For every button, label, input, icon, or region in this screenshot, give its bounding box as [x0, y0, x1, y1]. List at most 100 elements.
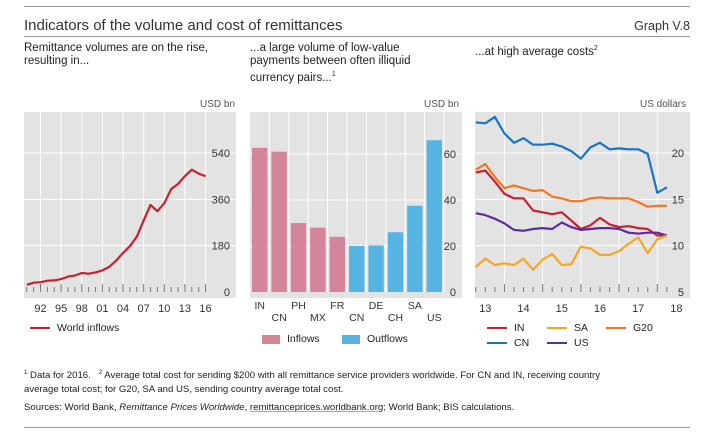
x-tick-label: 95 [55, 303, 67, 315]
figure-title: Indicators of the volume and cost of rem… [24, 17, 343, 34]
footnote-mark: 2 [98, 370, 103, 376]
x-tick-label: PH [291, 300, 306, 312]
x-tick-label: IN [254, 300, 265, 312]
panel1-subtitle: Remittance volumes are on the rise, resu… [24, 42, 208, 68]
x-tick-label: FR [330, 300, 344, 312]
legend-label: Outflows [367, 333, 408, 345]
footnote-ref: 2 [593, 45, 598, 52]
panel3-subtitle: ...at high average costs2 [475, 42, 598, 59]
legend-swatch [487, 326, 507, 330]
y-tick-label: 15 [672, 194, 684, 206]
sources-separator: , [244, 402, 250, 413]
panel3-subtitle-line: ...at high average costs [475, 45, 594, 58]
sources-prefix: Sources: World Bank, [24, 402, 120, 413]
panel2-unit: USD bn [424, 99, 460, 110]
legend-label: Inflows [287, 333, 320, 345]
x-tick-label: US [427, 312, 442, 324]
plot-background [24, 112, 236, 298]
y-tick-label: 180 [212, 241, 230, 253]
x-tick-label: 10 [158, 303, 170, 315]
legend-swatch [547, 326, 567, 330]
bar-inflows-mx [310, 227, 326, 292]
y-tick-label: 40 [444, 195, 456, 207]
x-tick-label: 16 [199, 303, 211, 315]
graph-number: Graph V.8 [634, 19, 690, 33]
bar-outflows-sa [407, 205, 423, 292]
legend-item-outflows: Outflows [342, 333, 408, 345]
legend-swatch [30, 326, 50, 330]
bar-outflows-cn [349, 246, 365, 292]
y-tick-label: 5 [678, 287, 684, 299]
legend-item-in: IN [487, 322, 525, 334]
legend-swatch [262, 334, 280, 344]
x-tick-label: 13 [479, 303, 491, 315]
footnotes: 1 Data for 2016. 2 Average total cost fo… [24, 366, 600, 397]
bar-inflows-cn [271, 151, 287, 292]
sources: Sources: World Bank, Remittance Prices W… [24, 401, 514, 415]
y-tick-label: 10 [672, 241, 684, 253]
y-tick-label: 0 [450, 287, 456, 299]
title-rule [24, 36, 690, 37]
x-tick-label: 01 [96, 303, 108, 315]
bar-inflows-fr [329, 236, 345, 292]
panel2-subtitle-line: ...a large volume of low-value [250, 42, 400, 54]
y-tick-label: 20 [672, 148, 684, 160]
legend-label: CN [514, 337, 530, 349]
x-tick-label: CN [272, 312, 287, 324]
legend-item-world-inflows: World inflows [30, 322, 119, 334]
x-tick-label: MX [310, 312, 326, 324]
x-tick-label: 18 [670, 303, 682, 315]
footnote-ref: 1 [331, 71, 336, 78]
bottom-rule [24, 427, 690, 428]
legend-item-inflows: Inflows [262, 333, 320, 345]
legend-item-us: US [547, 337, 589, 349]
legend-swatch [547, 341, 567, 345]
panel1-subtitle-line: resulting in... [24, 55, 90, 67]
footnote-1: Data for 2016. [27, 370, 91, 382]
sources-suffix: ; World Bank; BIS calculations. [383, 402, 515, 413]
top-rule [24, 6, 690, 7]
footnote-2-continued: average total cost; for G20, SA and US, … [24, 384, 344, 396]
series-line-world-inflows [26, 168, 206, 286]
x-tick-label: SA [408, 300, 422, 312]
legend-item-g20: G20 [606, 322, 653, 334]
panel3-unit: US dollars [640, 99, 687, 110]
y-tick-label: 540 [212, 148, 230, 160]
legend-label: G20 [633, 322, 653, 334]
x-tick-label: 14 [517, 303, 529, 315]
x-tick-label: 13 [179, 303, 191, 315]
legend-label: IN [514, 322, 525, 334]
legend-swatch [342, 334, 360, 344]
x-tick-label: 04 [117, 303, 129, 315]
legend-label: US [574, 337, 589, 349]
panel1-subtitle-line: Remittance volumes are on the rise, [24, 42, 209, 54]
bar-inflows-ph [290, 223, 307, 292]
series-line-cn [475, 115, 668, 194]
legend-item-sa: SA [547, 322, 588, 334]
series-line-g20 [475, 163, 667, 208]
y-tick-label: 360 [212, 194, 230, 206]
footnote-2: Average total cost for sending $200 with… [102, 370, 601, 382]
x-tick-label: 07 [138, 303, 150, 315]
bar-outflows-ch [387, 232, 404, 292]
sources-publication: Remittance Prices Worldwide [119, 402, 245, 413]
x-tick-label: 98 [76, 303, 88, 315]
x-tick-label: DE [369, 300, 384, 312]
panel2-subtitle: ...a large volume of low-value payments … [250, 42, 410, 85]
bar-outflows-us [426, 140, 442, 292]
panel2-subtitle-line: payments between often illiquid [250, 55, 411, 67]
series-line-sa [475, 234, 668, 271]
sources-link[interactable]: remittanceprices.worldbank.org [249, 402, 384, 413]
x-tick-label: 92 [34, 303, 46, 315]
x-tick-label: CN [349, 312, 364, 324]
legend-label: World inflows [57, 322, 120, 334]
legend-label: SA [574, 322, 589, 334]
x-tick-label: 16 [594, 303, 606, 315]
bar-outflows-de [368, 245, 384, 292]
legend-item-cn: CN [487, 337, 529, 349]
series-line-in [475, 169, 667, 237]
footnote-mark: 1 [24, 370, 28, 376]
series-line-us [475, 212, 668, 237]
x-tick-label: 17 [632, 303, 644, 315]
